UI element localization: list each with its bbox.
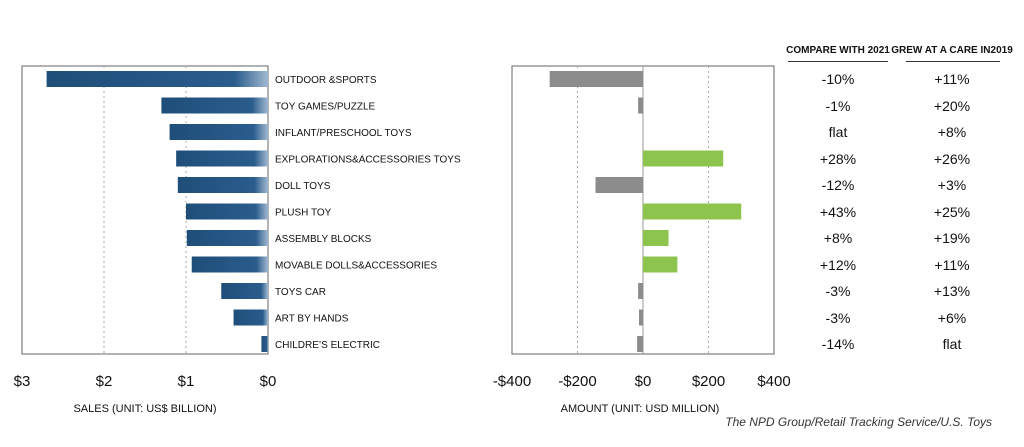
table-header-rule	[788, 61, 888, 62]
table-header-rule	[906, 61, 1000, 62]
sales-bar	[176, 150, 268, 167]
table-cell: flat	[942, 336, 962, 352]
sales-tick-label: $1	[178, 373, 195, 390]
sales-bar	[169, 124, 268, 140]
table-column-header: COMPARE WITH 2021	[786, 45, 890, 56]
table-cell: +13%	[933, 283, 971, 299]
amount-bar	[637, 336, 643, 352]
sales-bar	[177, 177, 268, 193]
sales-bar	[233, 309, 268, 326]
amount-bar	[643, 230, 669, 246]
table-cell: +25%	[933, 203, 971, 220]
category-label: EXPLORATIONS&ACCESSORIES TOYS	[275, 155, 461, 166]
amount-bar	[549, 71, 643, 87]
table-cell: -14%	[821, 336, 855, 352]
amount-axis-title: AMOUNT (UNIT: USD MILLION)	[561, 403, 720, 415]
amount-bar	[643, 150, 724, 167]
amount-tick-label: -$200	[558, 373, 596, 390]
amount-bar	[638, 97, 643, 114]
table-cell: +20%	[933, 97, 971, 114]
amount-bar	[638, 283, 643, 299]
sales-tick-label: $0	[260, 373, 277, 390]
category-label: DOLL TOYS	[275, 181, 331, 192]
sales-bar	[221, 283, 268, 299]
source-note: The NPD Group/Retail Tracking Service/U.…	[725, 415, 992, 429]
table-cell: -1%	[825, 97, 851, 114]
sales-tick-label: $3	[14, 373, 31, 390]
category-label: ASSEMBLY BLOCKS	[275, 234, 372, 245]
table-cell: +8%	[823, 230, 853, 246]
table-cell: +28%	[819, 150, 857, 167]
sales-bar	[46, 71, 268, 87]
amount-tick-label: $400	[757, 373, 790, 390]
sales-bar	[186, 203, 268, 220]
table-cell: +6%	[937, 309, 967, 326]
amount-bar	[595, 177, 643, 193]
amount-tick-label: -$400	[493, 373, 531, 390]
category-label: CHILDRE’S ELECTRIC	[275, 340, 380, 351]
sales-chart: OUTDOOR &SPORTS TOY GAMES/PUZZLE INFLANT/P…	[14, 65, 461, 415]
category-label: TOYS CAR	[275, 287, 326, 298]
sales-bar	[186, 230, 268, 246]
amount-tick-label: $200	[692, 373, 725, 390]
table-cell: -3%	[825, 283, 851, 299]
table-cell: -3%	[825, 309, 851, 326]
table-cell: +43%	[819, 203, 857, 220]
amount-bar	[639, 309, 643, 326]
category-label: ART BY HANDS	[275, 314, 349, 325]
category-label: INFLANT/PRESCHOOL TOYS	[275, 128, 412, 139]
table-cell: -10%	[821, 71, 855, 87]
category-label: PLUSH TOY	[275, 208, 332, 219]
sales-axis-title: SALES (UNIT: US$ BILLION)	[73, 403, 216, 415]
table-cell: +3%	[937, 177, 967, 193]
category-label: TOY GAMES/PUZZLE	[275, 102, 376, 113]
amount-chart: -$400 -$200 $0 $200 $400 AMOUNT (UNIT: USD MI…	[493, 65, 791, 415]
table-cell: -12%	[821, 177, 855, 193]
table-cell: +11%	[934, 256, 970, 273]
table-cell: +26%	[933, 150, 971, 167]
sales-tick-label: $2	[96, 373, 113, 390]
table-cell: +19%	[933, 230, 971, 246]
category-label: MOVABLE DOLLS&ACCESSORIES	[275, 261, 437, 272]
table-cell: +12%	[819, 256, 857, 273]
table-cell: +11%	[934, 71, 970, 87]
category-label: OUTDOOR &SPORTS	[275, 75, 377, 86]
amount-tick-label: $0	[635, 373, 652, 390]
sales-bar	[261, 336, 268, 352]
table-cell: flat	[828, 124, 848, 140]
table-column-header: GREW AT A CARE IN2019	[891, 45, 1013, 56]
sales-bar	[191, 256, 268, 273]
amount-bar	[643, 256, 678, 273]
amount-bar	[643, 203, 742, 220]
sales-bar	[161, 97, 268, 114]
table-cell: +8%	[937, 124, 967, 140]
